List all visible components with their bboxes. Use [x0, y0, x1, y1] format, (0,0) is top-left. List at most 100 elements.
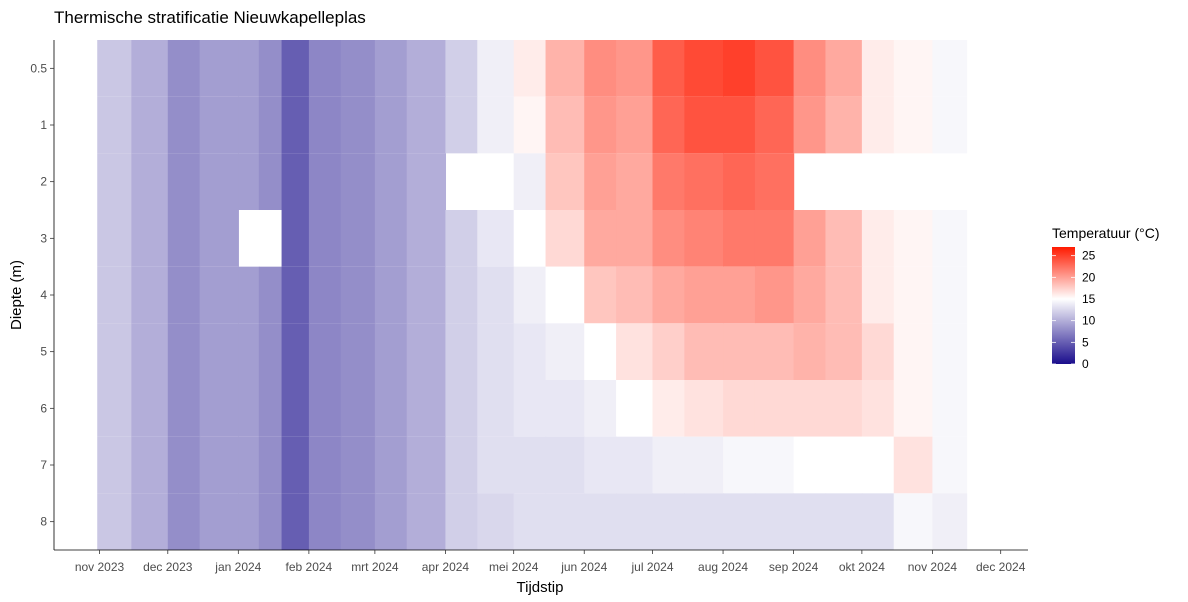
x-tick-label: mrt 2024 — [351, 560, 399, 574]
heatmap-cell — [825, 96, 863, 154]
heatmap-cell — [374, 323, 408, 380]
heatmap-cell — [545, 323, 585, 380]
heatmap-cell — [406, 323, 447, 380]
heatmap-cell — [167, 323, 201, 380]
heatmap-cell — [545, 436, 585, 494]
heatmap-cell — [684, 40, 724, 97]
heatmap-cell — [340, 266, 376, 324]
heatmap-cell — [825, 266, 863, 324]
heatmap-cell — [652, 40, 685, 97]
heatmap-cell — [131, 436, 169, 494]
heatmap-cell — [932, 96, 968, 154]
heatmap-cell — [477, 323, 515, 380]
heatmap-cell — [513, 153, 547, 210]
x-tick-label: nov 2024 — [908, 560, 958, 574]
heatmap-cell — [616, 210, 654, 267]
heatmap-cell — [825, 380, 863, 437]
heatmap-cell — [199, 436, 239, 494]
heatmap-cell — [238, 493, 260, 550]
x-tick-label: mei 2024 — [489, 560, 539, 574]
heatmap-cell — [167, 210, 201, 267]
heatmap-cell — [513, 96, 547, 154]
y-tick-label: 7 — [40, 458, 47, 472]
heatmap-cell — [723, 323, 756, 380]
heatmap-cell — [97, 380, 132, 437]
heatmap-cell — [308, 436, 342, 494]
heatmap-cell — [445, 266, 478, 324]
x-tick-label: dec 2024 — [976, 560, 1026, 574]
heatmap-cell — [652, 210, 685, 267]
heatmap-cell — [754, 493, 795, 550]
heatmap-cell — [684, 323, 724, 380]
heatmap-cell — [652, 266, 685, 324]
heatmap-cell — [308, 40, 342, 97]
heatmap-cell — [199, 380, 239, 437]
heatmap-cell — [308, 380, 342, 437]
heatmap-cell — [652, 436, 685, 494]
heatmap-cell — [445, 493, 478, 550]
heatmap-cell — [445, 380, 478, 437]
heatmap-cell — [861, 210, 895, 267]
heatmap-cell — [340, 380, 376, 437]
heatmap-cell — [545, 210, 585, 267]
heatmap-cell — [477, 436, 515, 494]
heatmap-cell — [258, 266, 283, 324]
heatmap-cell — [477, 266, 515, 324]
heatmap-cell — [723, 96, 756, 154]
legend-ticks: 0 5 10 15 20 25 — [1052, 249, 1096, 371]
heatmap-cell — [825, 210, 863, 267]
heatmap-cell — [406, 40, 447, 97]
heatmap-cell — [340, 210, 376, 267]
heatmap-cell — [340, 153, 376, 210]
heatmap-cell — [97, 493, 132, 550]
heatmap-cell — [238, 436, 260, 494]
heatmap-cell — [281, 210, 310, 267]
heatmap-cell — [238, 380, 260, 437]
heatmap-cell — [616, 266, 654, 324]
heatmap-cell — [684, 96, 724, 154]
heatmap-cell — [374, 96, 408, 154]
heatmap-cell — [340, 436, 376, 494]
heatmap-cell — [445, 96, 478, 154]
heatmap-cell — [340, 96, 376, 154]
heatmap-cell — [406, 436, 447, 494]
heatmap-cell — [932, 210, 968, 267]
heatmap-cell — [652, 96, 685, 154]
heatmap-cell — [545, 493, 585, 550]
heatmap-cell — [167, 40, 201, 97]
heatmap-cell — [406, 380, 447, 437]
heatmap-cell — [684, 493, 724, 550]
heatmap-cell — [167, 436, 201, 494]
x-axis-ticks: nov 2023 dec 2023 jan 2024 feb 2024 mrt 2024… — [75, 550, 1026, 574]
heatmap-cell — [131, 40, 169, 97]
heatmap-cell — [199, 493, 239, 550]
heatmap-cell — [793, 40, 827, 97]
heatmap-cell — [793, 493, 827, 550]
heatmap-cell — [893, 210, 934, 267]
heatmap-cell — [723, 380, 756, 437]
heatmap-cell — [616, 380, 654, 437]
heatmap-cell — [406, 153, 447, 210]
heatmap-cell — [281, 323, 310, 380]
heatmap-cell — [199, 323, 239, 380]
heatmap-cell — [445, 40, 478, 97]
heatmap-cell — [445, 436, 478, 494]
heatmap-cell — [793, 380, 827, 437]
x-tick-label: sep 2024 — [769, 560, 819, 574]
x-tick-label: nov 2023 — [75, 560, 125, 574]
heatmap-cell — [616, 436, 654, 494]
heatmap-cell — [793, 96, 827, 154]
heatmap-cell — [308, 210, 342, 267]
heatmap-cell — [684, 153, 724, 210]
heatmap-cell — [723, 266, 756, 324]
heatmap-cell — [684, 436, 724, 494]
y-tick-label: 6 — [40, 401, 47, 415]
x-tick-label: apr 2024 — [422, 560, 470, 574]
x-tick-label: jul 2024 — [630, 560, 673, 574]
heatmap-cell — [754, 380, 795, 437]
heatmap-cell — [281, 40, 310, 97]
heatmap-cell — [97, 323, 132, 380]
heatmap-cell — [258, 323, 283, 380]
x-tick-label: aug 2024 — [698, 560, 748, 574]
x-tick-label: dec 2023 — [143, 560, 193, 574]
